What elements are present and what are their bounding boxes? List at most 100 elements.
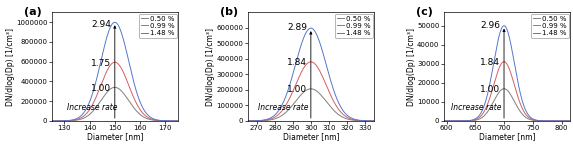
- 0.50 %: [367, 120, 374, 122]
- 1.48 %: [305, 28, 312, 30]
- 0.99 %: [109, 62, 116, 64]
- 0.50 %: [501, 88, 508, 90]
- 0.99 %: [367, 120, 374, 122]
- 0.99 %: [171, 120, 178, 122]
- 0.99 %: [371, 120, 378, 122]
- Legend: 0.50 %, 0.99 %, 1.48 %: 0.50 %, 0.99 %, 1.48 %: [335, 14, 372, 38]
- 0.50 %: [48, 120, 55, 122]
- 0.99 %: [305, 61, 312, 63]
- 1.48 %: [148, 117, 155, 119]
- 1.48 %: [440, 120, 447, 122]
- 0.99 %: [367, 120, 374, 122]
- 1.48 %: [244, 120, 251, 122]
- 0.50 %: [250, 120, 257, 122]
- 0.50 %: [307, 88, 314, 90]
- 1.48 %: [563, 120, 570, 122]
- Text: 1.00: 1.00: [480, 85, 500, 94]
- 1.48 %: [563, 120, 570, 122]
- 1.48 %: [567, 120, 573, 122]
- 1.48 %: [367, 120, 374, 122]
- 0.50 %: [111, 86, 118, 88]
- 0.99 %: [563, 120, 570, 122]
- 1.48 %: [501, 25, 508, 27]
- 0.99 %: [54, 120, 61, 122]
- Text: (a): (a): [23, 7, 41, 17]
- Text: (b): (b): [220, 7, 238, 17]
- X-axis label: Diameter [nm]: Diameter [nm]: [478, 133, 535, 142]
- 0.99 %: [540, 120, 547, 122]
- X-axis label: Diameter [nm]: Diameter [nm]: [87, 133, 143, 142]
- 1.48 %: [54, 120, 61, 122]
- 0.99 %: [567, 120, 573, 122]
- 1.48 %: [307, 27, 314, 29]
- 0.50 %: [106, 89, 113, 91]
- 0.99 %: [148, 118, 155, 120]
- Line: 0.50 %: 0.50 %: [52, 87, 178, 121]
- 1.48 %: [540, 120, 547, 122]
- 0.99 %: [499, 62, 505, 64]
- 1.48 %: [111, 21, 118, 23]
- 0.50 %: [54, 120, 61, 122]
- Text: 2.89: 2.89: [287, 23, 307, 32]
- Text: 1.84: 1.84: [480, 58, 500, 67]
- X-axis label: Diameter [nm]: Diameter [nm]: [282, 133, 339, 142]
- 0.50 %: [244, 120, 251, 122]
- Line: 1.48 %: 1.48 %: [52, 22, 178, 121]
- 0.50 %: [344, 118, 351, 120]
- 1.48 %: [344, 114, 351, 116]
- 0.50 %: [171, 120, 178, 122]
- Text: (c): (c): [416, 7, 433, 17]
- Text: Increase rate: Increase rate: [258, 103, 308, 112]
- 0.99 %: [48, 120, 55, 122]
- 0.50 %: [148, 119, 155, 121]
- Line: 1.48 %: 1.48 %: [248, 28, 374, 121]
- 1.48 %: [502, 25, 509, 27]
- 0.50 %: [563, 120, 570, 122]
- 0.50 %: [440, 120, 447, 122]
- 1.48 %: [303, 32, 309, 34]
- 0.99 %: [502, 61, 509, 63]
- Y-axis label: DN/dlog(Dp) [1/cm³]: DN/dlog(Dp) [1/cm³]: [6, 28, 14, 106]
- 0.50 %: [447, 120, 454, 122]
- Y-axis label: DN/dlog(Dp) [1/cm³]: DN/dlog(Dp) [1/cm³]: [206, 28, 215, 106]
- 0.50 %: [109, 87, 116, 89]
- 0.50 %: [171, 120, 178, 122]
- 0.50 %: [499, 89, 505, 90]
- 1.48 %: [48, 120, 55, 122]
- Line: 0.99 %: 0.99 %: [248, 62, 374, 121]
- Text: Increase rate: Increase rate: [452, 103, 502, 112]
- 0.99 %: [440, 120, 447, 122]
- Text: 1.00: 1.00: [287, 85, 307, 94]
- 0.99 %: [447, 120, 454, 122]
- 0.99 %: [303, 64, 309, 66]
- Text: Increase rate: Increase rate: [67, 103, 117, 112]
- 1.48 %: [499, 27, 505, 29]
- Y-axis label: DN/dlog(Dp) [1/cm³]: DN/dlog(Dp) [1/cm³]: [407, 28, 415, 106]
- 0.50 %: [367, 120, 374, 122]
- 0.50 %: [371, 120, 378, 122]
- Text: 1.75: 1.75: [91, 59, 111, 68]
- 0.99 %: [111, 61, 118, 63]
- Text: 1.84: 1.84: [287, 58, 307, 67]
- 0.99 %: [106, 65, 113, 67]
- 1.48 %: [250, 120, 257, 122]
- Line: 0.50 %: 0.50 %: [444, 89, 570, 121]
- 0.99 %: [244, 120, 251, 122]
- 1.48 %: [171, 120, 178, 122]
- Line: 1.48 %: 1.48 %: [444, 26, 570, 121]
- 0.50 %: [563, 120, 570, 122]
- 1.48 %: [367, 120, 374, 122]
- 0.50 %: [175, 120, 182, 122]
- 0.50 %: [305, 88, 312, 90]
- 0.50 %: [502, 88, 509, 90]
- 0.99 %: [344, 116, 351, 118]
- 0.50 %: [303, 90, 309, 91]
- Legend: 0.50 %, 0.99 %, 1.48 %: 0.50 %, 0.99 %, 1.48 %: [531, 14, 569, 38]
- Legend: 0.50 %, 0.99 %, 1.48 %: 0.50 %, 0.99 %, 1.48 %: [139, 14, 176, 38]
- 0.50 %: [567, 120, 573, 122]
- 1.48 %: [171, 120, 178, 122]
- 0.99 %: [250, 120, 257, 122]
- 0.99 %: [171, 120, 178, 122]
- Text: 1.00: 1.00: [91, 84, 111, 93]
- 0.99 %: [175, 120, 182, 122]
